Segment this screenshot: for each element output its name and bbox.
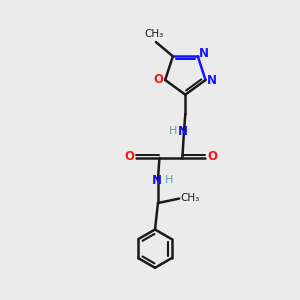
Text: CH₃: CH₃: [145, 29, 164, 39]
Text: CH₃: CH₃: [181, 193, 200, 203]
Text: N: N: [199, 47, 209, 60]
Text: N: N: [207, 74, 217, 87]
Text: O: O: [154, 74, 164, 86]
Text: N: N: [178, 125, 188, 138]
Text: O: O: [208, 150, 218, 163]
Text: N: N: [152, 173, 162, 187]
Text: H: H: [169, 126, 177, 136]
Text: O: O: [124, 150, 134, 163]
Text: H: H: [165, 175, 173, 185]
